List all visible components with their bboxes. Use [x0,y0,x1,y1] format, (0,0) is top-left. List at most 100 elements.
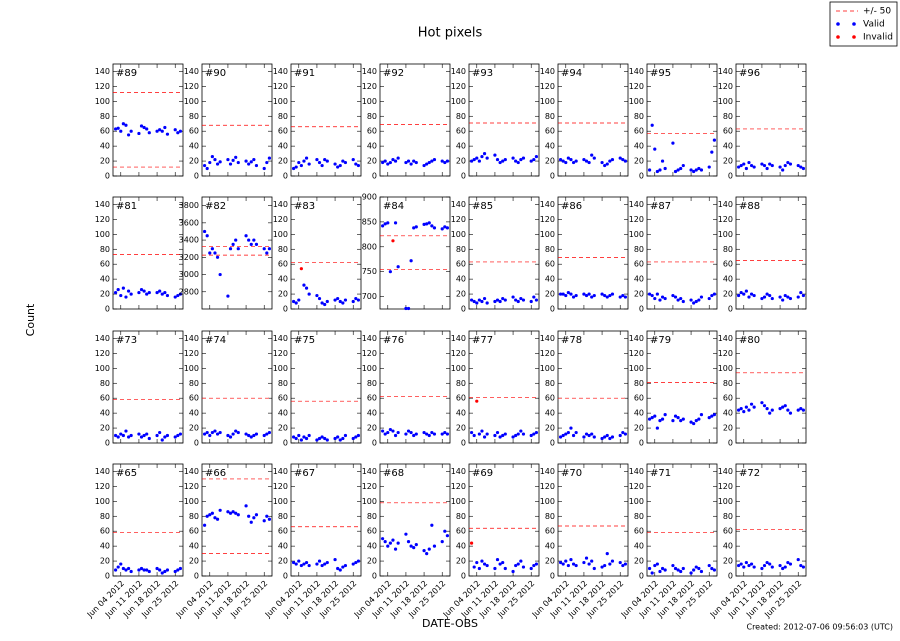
y-tick-label: 40 [545,542,555,551]
valid-point [386,162,390,166]
valid-point [139,566,144,571]
valid-point [317,436,322,441]
valid-point [249,435,253,439]
y-tick-label: 80 [100,245,110,254]
valid-point [388,270,392,274]
panel-label: #96 [739,68,760,79]
valid-point [412,159,416,163]
y-tick-label: 40 [634,542,644,551]
valid-point [485,301,489,305]
valid-point [121,433,125,438]
valid-point [315,562,319,566]
panel-frame [379,196,451,310]
valid-point [254,242,259,246]
valid-point [391,538,395,542]
valid-point [406,429,411,433]
valid-point [712,413,717,417]
y-tick-label: 60 [634,527,644,536]
y-tick-label: 40 [278,275,288,284]
panel-frame [290,63,362,177]
valid-point [482,296,487,301]
valid-point [173,295,177,299]
valid-point [786,160,790,165]
y-tick-label: 20 [634,557,644,566]
valid-point [493,299,497,304]
valid-point [786,560,790,565]
y-tick-label: 140 [540,67,555,76]
valid-point [317,559,322,563]
valid-point [163,435,167,439]
valid-point [304,286,309,290]
valid-point [603,435,607,439]
valid-point [472,565,476,569]
y-tick-label: 20 [367,557,377,566]
valid-point [126,133,131,137]
valid-point [712,292,717,296]
valid-point [587,292,591,296]
valid-point [707,416,711,420]
y-tick-label: 60 [100,527,110,536]
valid-point [692,421,696,426]
y-tick-label: 40 [545,142,555,151]
valid-point [739,407,743,411]
y-tick-label: 40 [634,275,644,284]
y-tick-label: 80 [545,379,555,388]
valid-point [249,520,253,524]
valid-point [650,293,654,298]
y-tick-label: 120 [362,349,377,358]
y-tick-label: 140 [273,334,288,343]
valid-point [406,306,411,311]
valid-point [676,298,680,302]
valid-point [173,128,177,132]
valid-point [605,295,609,299]
valid-point [291,435,296,439]
y-tick-label: 60 [634,260,644,269]
y-tick-label: 100 [95,364,110,373]
y-tick-label: 80 [545,512,555,521]
valid-point [650,416,654,420]
valid-point [534,562,539,566]
panel-frame [557,196,629,310]
valid-point [432,544,437,548]
y-tick-label: 20 [545,157,555,166]
valid-point [139,124,144,128]
valid-point [534,154,539,159]
y-tick-label: 60 [634,127,644,136]
y-tick-label: 80 [456,245,466,254]
valid-point [137,432,141,436]
invalid-point [469,541,474,545]
valid-point [671,419,675,423]
valid-point [299,163,303,168]
y-tick-label: 140 [273,67,288,76]
valid-point [205,234,209,238]
valid-point [414,432,418,436]
y-tick-label: 140 [362,67,377,76]
valid-point [325,159,329,163]
valid-point [137,290,141,295]
valid-point [291,299,296,304]
y-tick-label: 120 [451,482,466,491]
y-tick-label: 0 [639,305,644,314]
valid-point [351,436,355,441]
y-tick-label: 0 [728,439,733,448]
valid-point [749,402,754,406]
valid-point [671,141,675,145]
valid-point [205,166,209,171]
valid-point [801,565,806,569]
valid-point [749,562,754,566]
valid-point [681,163,685,168]
valid-point [768,411,772,415]
valid-point [393,221,398,225]
valid-point [472,299,476,304]
valid-point [333,298,337,302]
valid-point [480,559,484,563]
valid-point [796,408,800,412]
valid-point [765,407,769,411]
valid-point [660,566,665,571]
valid-point [561,562,565,566]
valid-point [514,563,518,568]
valid-point [409,544,413,548]
y-tick-label: 100 [718,364,733,373]
y-tick-label: 60 [278,527,288,536]
valid-point [485,156,489,160]
